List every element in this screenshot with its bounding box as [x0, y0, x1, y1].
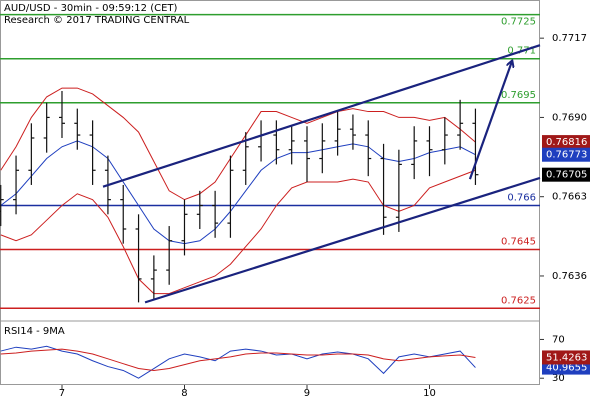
level-label: 0.7625 — [501, 295, 536, 306]
x-tick-label: 7 — [59, 388, 65, 399]
indicator-line — [0, 140, 476, 245]
y-tick-label: 0.7636 — [552, 271, 587, 282]
rsi-title: RSI14 - 9MA — [4, 326, 65, 337]
value-tag-label: 40.9655 — [546, 363, 587, 374]
value-tag-label: 51.4263 — [546, 352, 587, 363]
value-tag-label: 0.76816 — [546, 137, 587, 148]
y-tick-label: 0.7717 — [552, 33, 587, 44]
level-label: 0.7695 — [501, 90, 536, 101]
x-tick-label: 8 — [181, 388, 187, 399]
level-label: 0.7645 — [501, 237, 536, 248]
x-tick-label: 9 — [304, 388, 310, 399]
indicator-line — [0, 87, 476, 201]
value-tag — [542, 147, 590, 162]
chart-subtitle: Research © 2017 TRADING CENTRAL — [4, 15, 190, 26]
channel-line — [102, 44, 541, 188]
x-tick-label: 10 — [423, 388, 436, 399]
rsi-line — [0, 348, 476, 371]
indicator-line — [0, 169, 476, 295]
rsi-line — [0, 345, 476, 379]
value-tag-label: 0.76773 — [546, 150, 587, 161]
level-label: 0.766 — [507, 193, 536, 204]
level-label: 0.7725 — [501, 17, 536, 28]
chart-title: AUD/USD - 30min - 09:59:12 (CET) — [4, 3, 178, 14]
y-tick-label: 0.7663 — [552, 192, 587, 203]
forecast-arrow — [468, 61, 512, 180]
y-tick-label: 30 — [552, 373, 565, 384]
value-tag — [542, 135, 590, 150]
value-tag — [542, 350, 590, 365]
value-tag-label: 0.76705 — [546, 170, 587, 181]
channel-line — [144, 176, 541, 304]
y-tick-label: 0.7690 — [552, 112, 587, 123]
value-tag — [542, 167, 590, 182]
y-tick-label: 70 — [552, 334, 565, 345]
